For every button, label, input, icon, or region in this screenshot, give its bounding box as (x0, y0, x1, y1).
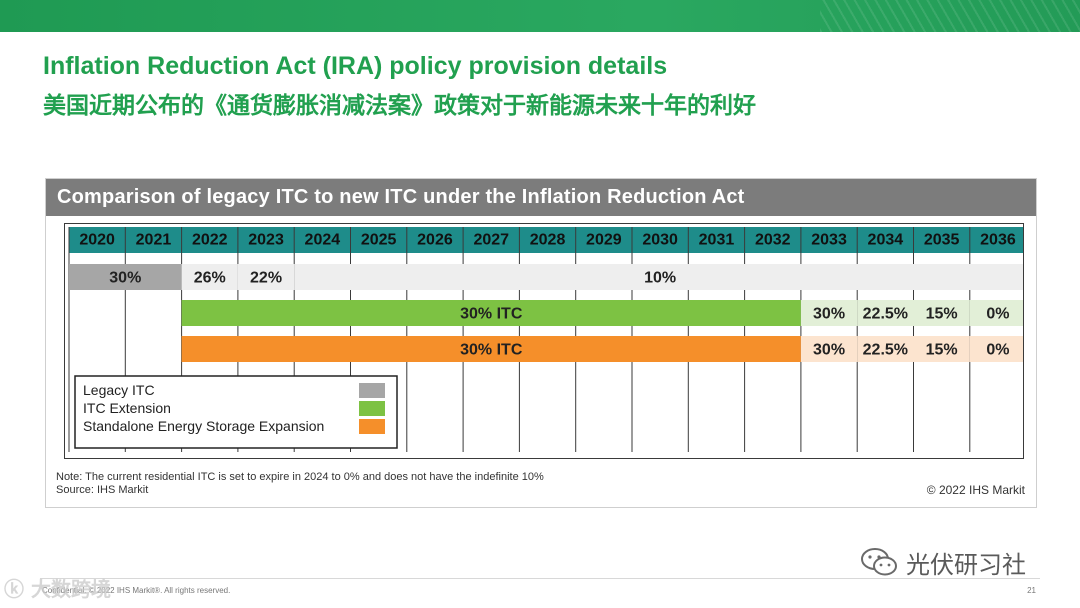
year-label-2036: 2036 (980, 232, 1016, 249)
bar-1-2 (857, 300, 914, 326)
legend-label-2: Standalone Energy Storage Expansion (83, 418, 324, 434)
year-label-2035: 2035 (924, 232, 960, 249)
year-label-2033: 2033 (811, 232, 847, 249)
watermark-left: ⓚ 大数跨境 (4, 577, 111, 601)
bar-label-2-4: 0% (986, 342, 1009, 359)
bar-label-2-0: 30% ITC (460, 342, 523, 359)
year-label-2021: 2021 (136, 232, 172, 249)
bar-2-0 (181, 336, 801, 362)
bar-label-2-2: 22.5% (863, 342, 908, 359)
bar-2-2 (857, 336, 914, 362)
year-label-2024: 2024 (305, 232, 341, 249)
chart-title: Comparison of legacy ITC to new ITC unde… (46, 179, 1036, 216)
band-texture (820, 0, 1080, 32)
year-label-2026: 2026 (417, 232, 453, 249)
legend-label-1: ITC Extension (83, 400, 171, 416)
year-label-2028: 2028 (530, 232, 566, 249)
bar-0-1 (181, 264, 238, 290)
bar-label-2-1: 30% (813, 342, 845, 359)
legend-swatch-2 (359, 419, 385, 434)
legend-swatch-0 (359, 383, 385, 398)
chart-source: Source: IHS Markit (56, 484, 149, 496)
year-header-fill (69, 227, 1023, 253)
bar-label-0-0: 30% (109, 270, 141, 287)
bar-1-4 (969, 300, 1023, 326)
page-title: Inflation Reduction Act (IRA) policy pro… (43, 52, 668, 80)
chart-note-block: Note: The current residential ITC is set… (56, 471, 544, 497)
bar-label-0-2: 22% (250, 270, 282, 287)
timeline-svg: 2020 2021 2022 2023 2024 2025 2026 2027 2028 2029… (68, 227, 1023, 452)
year-label-2029: 2029 (586, 232, 622, 249)
bar-1-3 (913, 300, 970, 326)
watermark-right-text: 光伏研习社 (906, 550, 1026, 579)
bar-2-4 (969, 336, 1023, 362)
bar-2-1 (800, 336, 858, 362)
bar-label-2-3: 15% (926, 342, 958, 359)
bar-label-1-0: 30% ITC (460, 306, 523, 323)
year-label-2023: 2023 (248, 232, 284, 249)
bar-label-1-3: 15% (926, 306, 958, 323)
bar-label-0-3: 10% (644, 270, 676, 287)
year-label-2020: 2020 (79, 232, 115, 249)
bar-0-3 (294, 264, 1023, 290)
bar-0-2 (237, 264, 295, 290)
year-label-2034: 2034 (868, 232, 904, 249)
watermark-right: 光伏研习社 (860, 545, 1026, 579)
legend-label-0: Legacy ITC (83, 382, 155, 398)
page-number: 21 (1027, 586, 1036, 595)
top-band (0, 0, 1080, 32)
year-label-2031: 2031 (699, 232, 735, 249)
page-subtitle: 美国近期公布的《通货膨胀消减法案》政策对于新能源未来十年的利好 (43, 93, 756, 119)
bar-1-0 (181, 300, 801, 326)
bar-label-1-2: 22.5% (863, 306, 908, 323)
bar-0-0 (69, 264, 182, 290)
footer-copyright: Confidential. © 2022 IHS Markit®. All ri… (42, 586, 231, 595)
chart-copyright: © 2022 IHS Markit (926, 483, 1025, 497)
footer-divider (40, 578, 1040, 579)
bar-label-0-1: 26% (194, 270, 226, 287)
timeline-chart: 2020 2021 2022 2023 2024 2025 2026 2027 2028 2029… (64, 223, 1024, 459)
year-label-2032: 2032 (755, 232, 791, 249)
chart-panel: Comparison of legacy ITC to new ITC unde… (45, 178, 1037, 508)
year-label-2025: 2025 (361, 232, 397, 249)
legend-swatch-1 (359, 401, 385, 416)
wechat-icon (861, 548, 897, 576)
year-label-2027: 2027 (473, 232, 509, 249)
year-label-2030: 2030 (642, 232, 678, 249)
chart-note: Note: The current residential ITC is set… (56, 471, 544, 483)
bar-label-1-1: 30% (813, 306, 845, 323)
bar-1-1 (800, 300, 858, 326)
bar-label-1-4: 0% (986, 306, 1009, 323)
legend-box (74, 375, 398, 449)
year-label-2022: 2022 (192, 232, 228, 249)
bar-2-3 (913, 336, 970, 362)
